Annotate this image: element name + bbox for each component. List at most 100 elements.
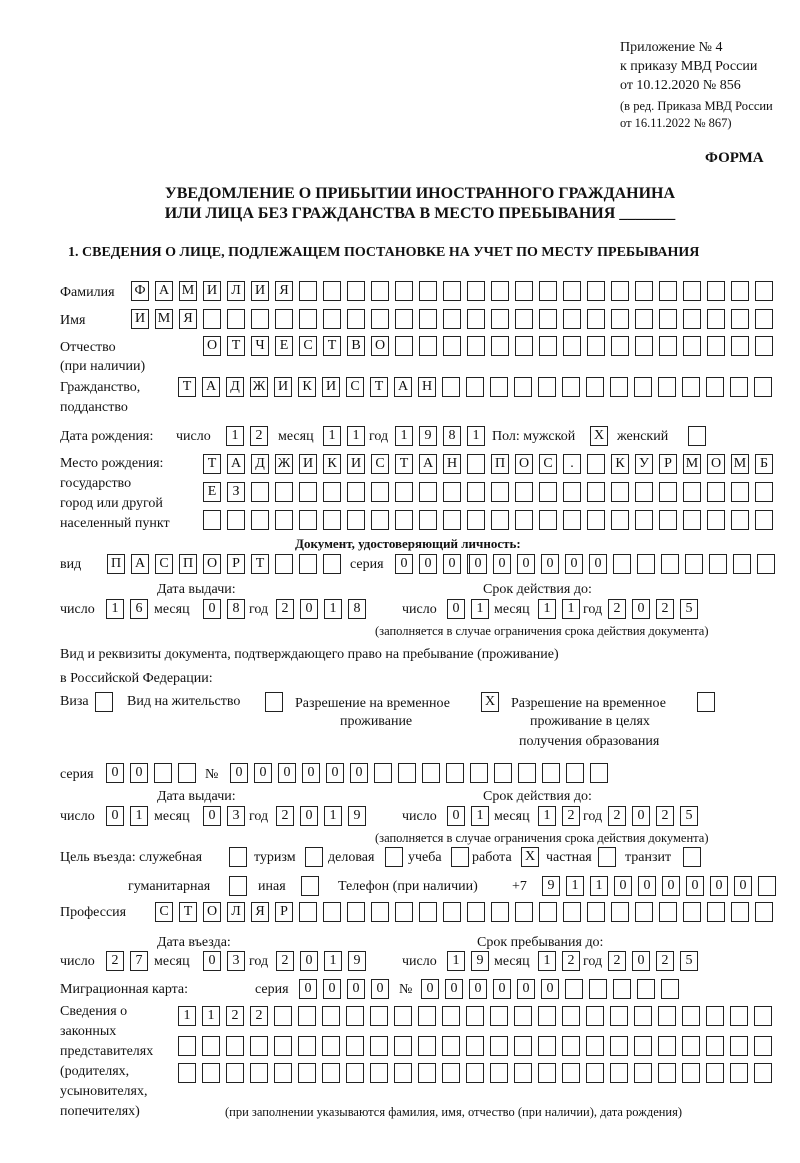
char-cell[interactable]: 0 [300,806,318,826]
char-cell[interactable]: Р [275,902,293,922]
char-cell[interactable] [635,902,653,922]
char-cell[interactable] [683,336,701,356]
char-cell[interactable]: 5 [680,806,698,826]
char-cell[interactable] [298,1063,316,1083]
char-cell[interactable] [755,309,773,329]
checkbox[interactable] [229,876,247,896]
char-cell[interactable] [730,1036,748,1056]
char-cell[interactable]: Е [275,336,293,356]
char-cell[interactable] [589,979,607,999]
char-cell[interactable]: 1 [226,426,244,446]
char-cell[interactable]: М [683,454,701,474]
char-cell[interactable] [539,902,557,922]
char-cell[interactable] [731,482,749,502]
char-cell[interactable] [514,1063,532,1083]
char-cell[interactable] [661,979,679,999]
char-cell[interactable] [587,454,605,474]
char-cell[interactable] [323,482,341,502]
char-cell[interactable] [707,309,725,329]
char-cell[interactable]: Т [203,454,221,474]
char-cell[interactable] [323,554,341,574]
char-cell[interactable] [731,336,749,356]
char-cell[interactable] [538,377,556,397]
char-cell[interactable] [514,1036,532,1056]
char-cell[interactable] [370,1063,388,1083]
char-cell[interactable]: 2 [106,951,124,971]
char-cell[interactable]: С [155,554,173,574]
checkbox[interactable] [265,692,283,712]
char-cell[interactable] [611,309,629,329]
char-cell[interactable]: 1 [447,951,465,971]
char-cell[interactable] [562,377,580,397]
char-cell[interactable]: 0 [469,979,487,999]
char-cell[interactable]: Т [178,377,196,397]
char-cell[interactable] [466,377,484,397]
char-cell[interactable] [586,1036,604,1056]
char-cell[interactable] [370,1036,388,1056]
char-cell[interactable] [395,281,413,301]
char-cell[interactable]: 0 [469,554,487,574]
char-cell[interactable]: Т [251,554,269,574]
char-cell[interactable] [634,1006,652,1026]
char-cell[interactable]: 1 [471,806,489,826]
char-cell[interactable]: А [202,377,220,397]
char-cell[interactable] [682,377,700,397]
char-cell[interactable] [515,482,533,502]
char-cell[interactable]: О [515,454,533,474]
char-cell[interactable] [610,1063,628,1083]
char-cell[interactable]: 5 [680,599,698,619]
checkbox[interactable] [688,426,706,446]
char-cell[interactable] [587,281,605,301]
char-cell[interactable]: В [347,336,365,356]
char-cell[interactable]: М [179,281,197,301]
char-cell[interactable] [611,336,629,356]
char-cell[interactable] [635,510,653,530]
char-cell[interactable]: К [298,377,316,397]
char-cell[interactable]: 0 [395,554,413,574]
char-cell[interactable]: 1 [323,426,341,446]
char-cell[interactable] [443,482,461,502]
char-cell[interactable] [395,336,413,356]
char-cell[interactable] [563,482,581,502]
char-cell[interactable] [611,902,629,922]
char-cell[interactable] [755,510,773,530]
char-cell[interactable] [398,763,416,783]
char-cell[interactable] [227,309,245,329]
char-cell[interactable]: 0 [302,763,320,783]
char-cell[interactable] [395,902,413,922]
char-cell[interactable] [613,979,631,999]
char-cell[interactable] [539,510,557,530]
char-cell[interactable]: Н [418,377,436,397]
char-cell[interactable] [202,1063,220,1083]
char-cell[interactable] [634,377,652,397]
char-cell[interactable] [562,1063,580,1083]
char-cell[interactable] [298,1006,316,1026]
char-cell[interactable] [683,510,701,530]
char-cell[interactable]: 1 [106,599,124,619]
char-cell[interactable] [395,482,413,502]
char-cell[interactable] [587,482,605,502]
char-cell[interactable]: 2 [608,806,626,826]
char-cell[interactable] [682,1006,700,1026]
char-cell[interactable] [587,902,605,922]
checkbox[interactable] [697,692,715,712]
char-cell[interactable] [394,1006,412,1026]
char-cell[interactable]: Д [226,377,244,397]
char-cell[interactable] [419,902,437,922]
char-cell[interactable] [731,902,749,922]
char-cell[interactable] [467,336,485,356]
char-cell[interactable] [659,482,677,502]
char-cell[interactable] [707,510,725,530]
char-cell[interactable]: 0 [419,554,437,574]
char-cell[interactable] [275,510,293,530]
char-cell[interactable]: Ж [275,454,293,474]
char-cell[interactable]: 8 [227,599,245,619]
char-cell[interactable]: П [179,554,197,574]
char-cell[interactable]: 0 [443,554,461,574]
char-cell[interactable] [226,1063,244,1083]
char-cell[interactable]: 0 [323,979,341,999]
char-cell[interactable] [494,763,512,783]
char-cell[interactable]: 1 [324,806,342,826]
char-cell[interactable] [634,1036,652,1056]
char-cell[interactable]: 0 [517,979,535,999]
